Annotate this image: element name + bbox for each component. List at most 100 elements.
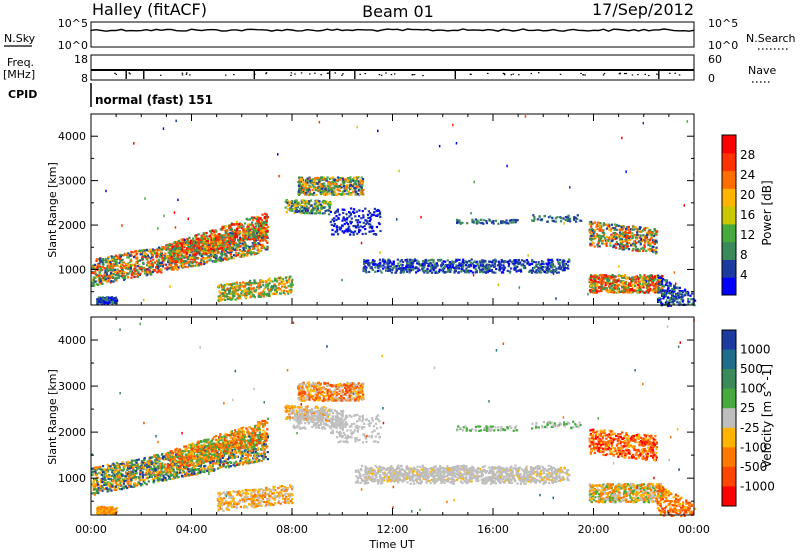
power-cell <box>646 277 649 280</box>
nave-dot <box>380 74 383 76</box>
power-cell <box>130 259 133 262</box>
power-cell <box>311 181 315 184</box>
power-cell <box>217 244 220 247</box>
power-cell <box>189 248 192 251</box>
power-cell <box>304 193 307 196</box>
power-cell <box>470 258 473 261</box>
power-cell <box>259 249 262 252</box>
power-cell <box>215 260 218 263</box>
power-cell <box>291 204 294 207</box>
power-cell <box>424 258 427 261</box>
power-cell <box>651 279 654 282</box>
power-cell <box>329 177 332 180</box>
power-cell <box>269 290 272 293</box>
power-cell <box>423 266 426 269</box>
power-cell <box>319 191 322 194</box>
power-cell <box>228 292 231 295</box>
power-cell <box>264 286 267 289</box>
power-cell <box>622 281 625 284</box>
power-cell <box>618 247 621 250</box>
power-cell <box>254 222 257 225</box>
power-cell <box>373 260 376 263</box>
power-cell <box>138 264 141 267</box>
power-cell <box>333 193 336 196</box>
power-cell <box>440 264 444 267</box>
power-cell <box>197 264 200 267</box>
power-cell <box>101 261 104 264</box>
nsearch-tick-top: 10^5 <box>708 17 738 30</box>
power-cell <box>294 207 297 211</box>
power-cell <box>186 247 189 250</box>
power-cell <box>612 244 615 247</box>
power-cell <box>564 263 567 266</box>
power-cell <box>123 253 126 256</box>
power-cell <box>191 256 194 259</box>
power-cell <box>260 279 263 282</box>
power-cell <box>672 292 675 295</box>
power-cell <box>600 277 603 281</box>
power-cell <box>283 285 286 289</box>
power-cell <box>111 266 115 269</box>
power-cell <box>219 246 222 249</box>
power-cell <box>226 236 229 239</box>
nave-dot <box>503 73 506 75</box>
power-cell <box>654 248 657 251</box>
power-cell <box>251 221 254 224</box>
power-cell <box>148 248 152 251</box>
power-cell <box>167 260 170 264</box>
power-cell <box>179 242 182 245</box>
nave-dot <box>341 74 343 76</box>
power-cell <box>185 252 189 255</box>
power-cell <box>240 223 243 226</box>
power-cell <box>224 289 227 293</box>
power-cell <box>215 241 218 244</box>
power-cell <box>305 191 308 194</box>
power-cell <box>238 226 241 229</box>
power-cell <box>534 261 537 264</box>
power-cell <box>349 180 352 183</box>
power-cell <box>188 263 191 266</box>
power-cell <box>354 181 357 184</box>
power-cell <box>627 225 630 228</box>
power-cell <box>311 178 314 181</box>
power-cell <box>161 256 164 259</box>
power-cell <box>628 242 631 245</box>
power-cell <box>253 245 256 248</box>
power-cell <box>338 184 341 188</box>
power-cell <box>313 182 316 185</box>
power-cell <box>162 260 165 263</box>
power-cell <box>555 271 559 274</box>
power-cell <box>200 248 203 251</box>
power-cell <box>321 201 324 204</box>
power-cell <box>102 279 105 282</box>
power-cell <box>211 250 215 253</box>
power-cell <box>609 242 612 245</box>
power-cell <box>387 259 390 262</box>
power-cell <box>613 228 616 231</box>
power-cell <box>257 218 260 222</box>
power-cell <box>606 282 609 285</box>
power-cell <box>548 269 551 272</box>
power-cell <box>661 292 664 295</box>
power-cell <box>176 256 179 259</box>
power-cell <box>332 191 335 194</box>
power-cell <box>102 263 105 266</box>
power-cell <box>238 231 241 234</box>
power-cell <box>339 177 342 180</box>
power-cell <box>370 267 373 270</box>
power-cell <box>465 267 468 270</box>
power-cell <box>566 260 569 263</box>
power-cell <box>495 267 498 271</box>
power-cell <box>540 262 543 265</box>
power-cell <box>308 181 312 184</box>
nave-dot <box>181 72 184 74</box>
power-cell <box>243 228 246 231</box>
power-cell <box>250 237 254 241</box>
power-cell <box>354 182 358 186</box>
power-cell <box>186 249 189 253</box>
power-cell <box>458 258 461 261</box>
power-cell <box>332 176 335 179</box>
power-cell <box>129 266 132 269</box>
power-cell <box>490 265 493 268</box>
power-cell <box>402 268 405 271</box>
